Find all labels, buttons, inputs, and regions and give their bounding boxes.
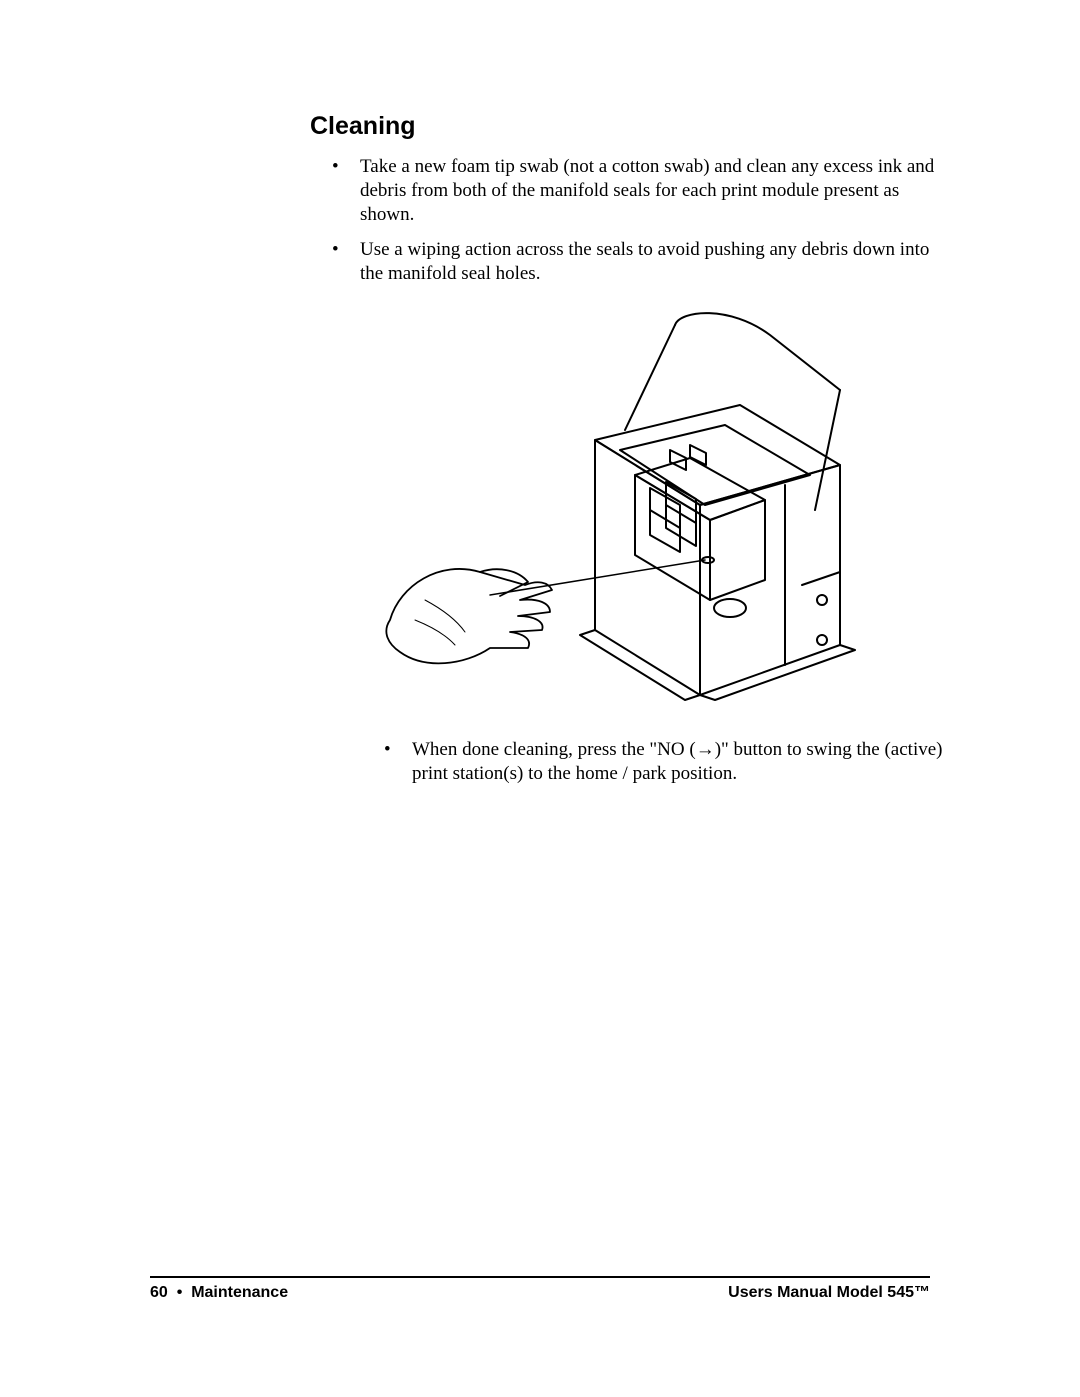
bullet-text: Take a new foam tip swab (not a cotton s… <box>360 156 934 225</box>
footer-separator: • <box>177 1284 183 1301</box>
manual-page: Cleaning Take a new foam tip swab (not a… <box>0 0 1080 1397</box>
footer-section: Maintenance <box>191 1284 288 1301</box>
list-item: When done cleaning, press the "NO (→)" b… <box>384 738 950 786</box>
bullet-text: When done cleaning, press the "NO (→)" b… <box>412 739 942 784</box>
list-item: Take a new foam tip swab (not a cotton s… <box>332 155 950 226</box>
footer-page-number: 60 <box>150 1284 168 1301</box>
post-instruction-list: When done cleaning, press the "NO (→)" b… <box>384 738 950 786</box>
footer-row: 60 • Maintenance Users Manual Model 545™ <box>150 1284 930 1302</box>
bullet-text: Use a wiping action across the seals to … <box>360 239 929 284</box>
instruction-list: Take a new foam tip swab (not a cotton s… <box>332 155 950 286</box>
page-footer: 60 • Maintenance Users Manual Model 545™ <box>150 1276 930 1302</box>
footer-right: Users Manual Model 545™ <box>728 1284 930 1302</box>
footer-rule <box>150 1276 930 1278</box>
section-heading: Cleaning <box>310 112 950 141</box>
content-block: Cleaning Take a new foam tip swab (not a… <box>310 112 950 797</box>
cleaning-figure <box>370 300 930 720</box>
footer-left: 60 • Maintenance <box>150 1284 288 1302</box>
list-item: Use a wiping action across the seals to … <box>332 238 950 286</box>
